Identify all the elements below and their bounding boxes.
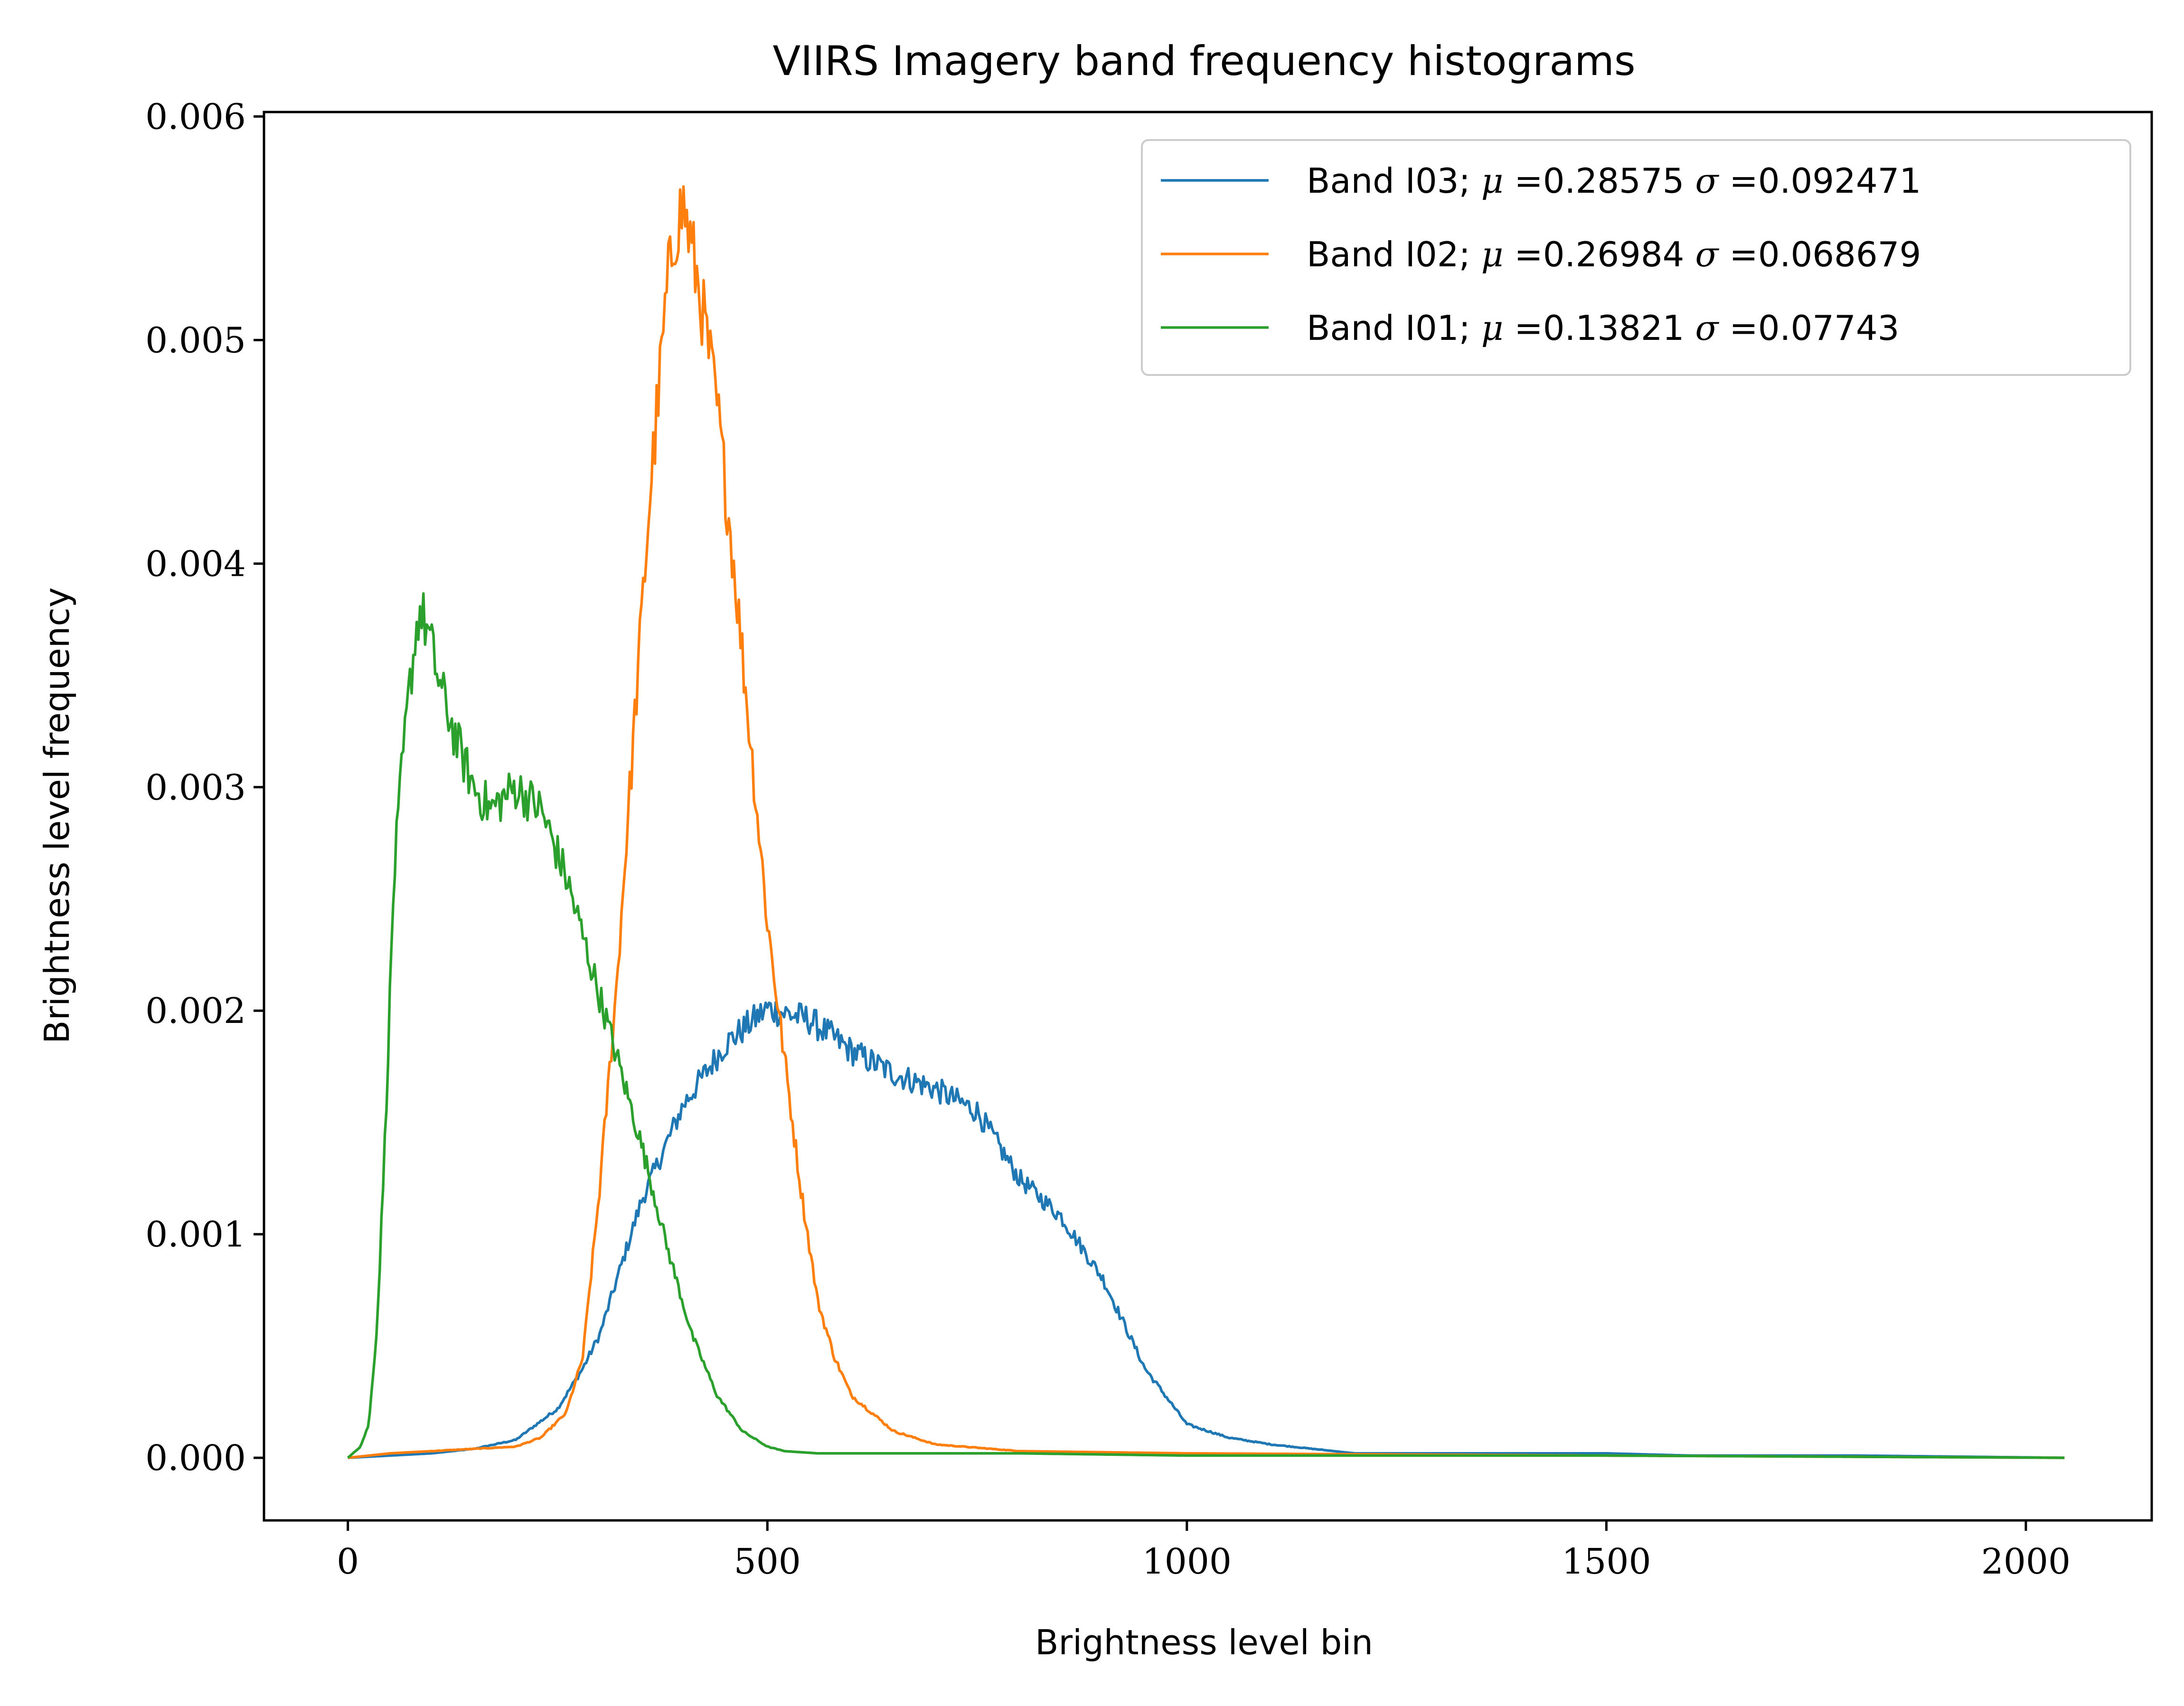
- y-tick-label: 0.005: [145, 320, 246, 361]
- x-tick-label: 1500: [1562, 1541, 1651, 1582]
- y-axis-label: Brightness level frequency: [37, 587, 77, 1044]
- x-tick-label: 0: [337, 1541, 359, 1582]
- chart-title: VIIRS Imagery band frequency histograms: [772, 37, 1635, 85]
- x-axis-ticks: 0 500 1000 1500 2000: [337, 1520, 2071, 1582]
- legend: Band I03; μ =0.28575 σ =0.092471 Band I02…: [1141, 139, 2131, 376]
- series-line-band-i01: [347, 592, 2065, 1459]
- y-tick-label: 0.000: [145, 1438, 246, 1479]
- x-tick-label: 1000: [1142, 1541, 1232, 1582]
- legend-box: [1141, 139, 2131, 376]
- plot-area: [347, 185, 2065, 1459]
- legend-label: Band I02; μ =0.26984 σ =0.068679: [1307, 234, 1921, 274]
- legend-entries: Band I03; μ =0.28575 σ =0.092471 Band I02…: [1161, 161, 1921, 348]
- y-tick-label: 0.004: [145, 544, 246, 584]
- y-tick-label: 0.006: [145, 96, 246, 137]
- y-axis-ticks: 0.000 0.001 0.002 0.003 0.004 0.005 0.006: [145, 96, 264, 1479]
- y-tick-label: 0.003: [145, 767, 246, 808]
- x-tick-label: 2000: [1981, 1541, 2071, 1582]
- plot-frame: [263, 111, 2153, 1522]
- legend-label: Band I01; μ =0.13821 σ =0.07743: [1307, 308, 1899, 348]
- y-tick-label: 0.002: [145, 991, 246, 1031]
- legend-label: Band I03; μ =0.28575 σ =0.092471: [1307, 161, 1921, 201]
- x-axis-label: Brightness level bin: [1035, 1622, 1373, 1662]
- y-tick-label: 0.001: [145, 1214, 246, 1255]
- x-tick-label: 500: [734, 1541, 801, 1582]
